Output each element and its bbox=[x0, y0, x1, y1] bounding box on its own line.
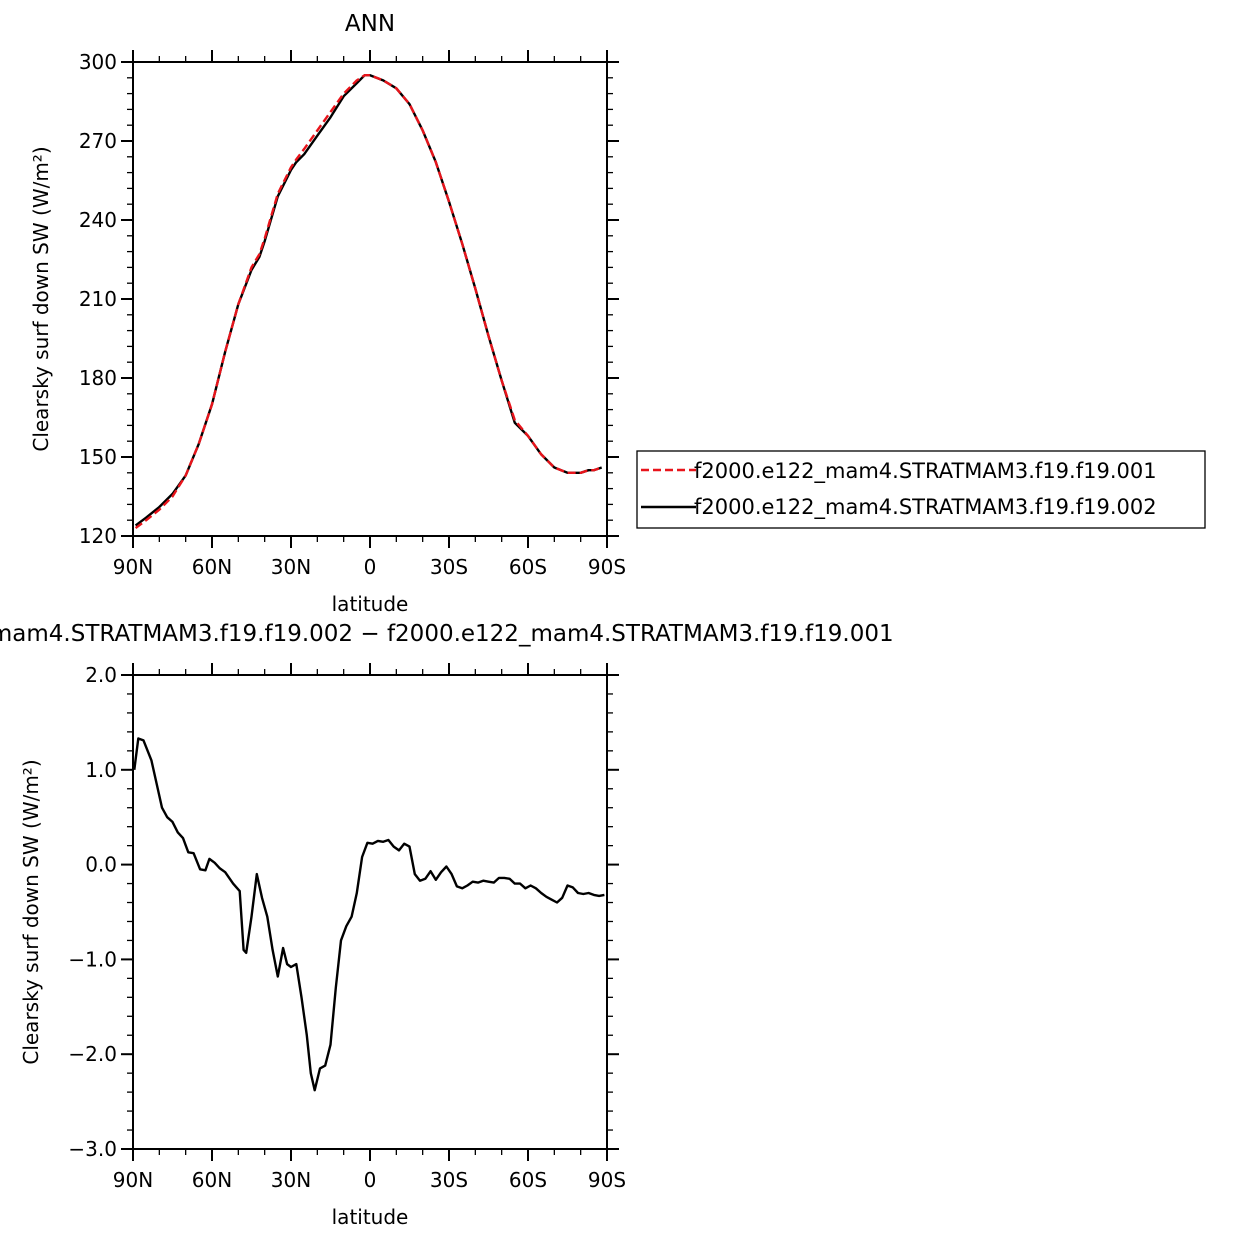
top-ytick-label: 240 bbox=[79, 208, 117, 232]
bottom-ytick-label: 1.0 bbox=[85, 758, 117, 782]
top-plot-area: 120 150 180 210 240 270 300 90N 60N 30N 0 30S 60S 90S bbox=[79, 50, 626, 579]
top-x-axis-label: latitude bbox=[332, 592, 409, 616]
bottom-ytick-label: 2.0 bbox=[85, 663, 117, 687]
bottom-chart-title: f2000.e122_mam4.STRATMAM3.f19.f19.002 − … bbox=[0, 621, 894, 647]
bottom-xtick-label: 30N bbox=[271, 1168, 311, 1192]
legend-entry-001: f2000.e122_mam4.STRATMAM3.f19.f19.001 bbox=[694, 459, 1157, 484]
bottom-xtick-label: 60N bbox=[192, 1168, 232, 1192]
top-series-line-001 bbox=[134, 73, 603, 530]
top-ytick-label: 270 bbox=[79, 129, 117, 153]
bottom-xtick-label: 0 bbox=[364, 1168, 377, 1192]
top-ytick-label: 180 bbox=[79, 366, 117, 390]
top-xtick-label: 90S bbox=[588, 555, 626, 579]
top-legend: f2000.e122_mam4.STRATMAM3.f19.f19.001 f2… bbox=[636, 450, 1206, 529]
bottom-ytick-label: −3.0 bbox=[68, 1137, 117, 1161]
top-series-line-002 bbox=[134, 73, 603, 527]
legend-entry-002: f2000.e122_mam4.STRATMAM3.f19.f19.002 bbox=[694, 495, 1157, 520]
top-xtick-label: 30N bbox=[271, 555, 311, 579]
bottom-x-axis-label: latitude bbox=[332, 1205, 409, 1229]
bottom-panel: f2000.e122_mam4.STRATMAM3.f19.f19.002 − … bbox=[0, 621, 894, 1229]
top-xtick-label: 0 bbox=[364, 555, 377, 579]
bottom-ytick-label: −2.0 bbox=[68, 1042, 117, 1066]
bottom-ytick-label: 0.0 bbox=[85, 853, 117, 877]
top-xtick-label: 30S bbox=[430, 555, 468, 579]
bottom-xtick-label: 60S bbox=[509, 1168, 547, 1192]
legend-box bbox=[636, 450, 1206, 529]
bottom-xtick-label: 90S bbox=[588, 1168, 626, 1192]
top-xtick-label: 60S bbox=[509, 555, 547, 579]
top-y-axis-label: Clearsky surf down SW (W/m²) bbox=[29, 146, 53, 451]
top-chart-title: ANN bbox=[345, 11, 395, 37]
top-xtick-label: 90N bbox=[113, 555, 153, 579]
bottom-plot-area: −3.0 −2.0 −1.0 0.0 1.0 2.0 90N 60N 30N 0 30S 60S 90S bbox=[68, 663, 626, 1192]
bottom-plot-frame bbox=[132, 674, 608, 1150]
top-ytick-label: 120 bbox=[79, 524, 117, 548]
bottom-difference-line bbox=[133, 737, 605, 1092]
top-ytick-label: 210 bbox=[79, 287, 117, 311]
bottom-xtick-label: 30S bbox=[430, 1168, 468, 1192]
top-plot-frame bbox=[132, 61, 608, 537]
top-panel: ANN 120 150 180 210 240 270 300 90N 60N 30N 0 30S 60… bbox=[29, 11, 1206, 616]
top-ytick-label: 300 bbox=[79, 50, 117, 74]
bottom-y-axis-label: Clearsky surf down SW (W/m²) bbox=[19, 759, 43, 1064]
bottom-xtick-label: 90N bbox=[113, 1168, 153, 1192]
top-ytick-label: 150 bbox=[79, 445, 117, 469]
top-xtick-label: 60N bbox=[192, 555, 232, 579]
bottom-ytick-label: −1.0 bbox=[68, 947, 117, 971]
